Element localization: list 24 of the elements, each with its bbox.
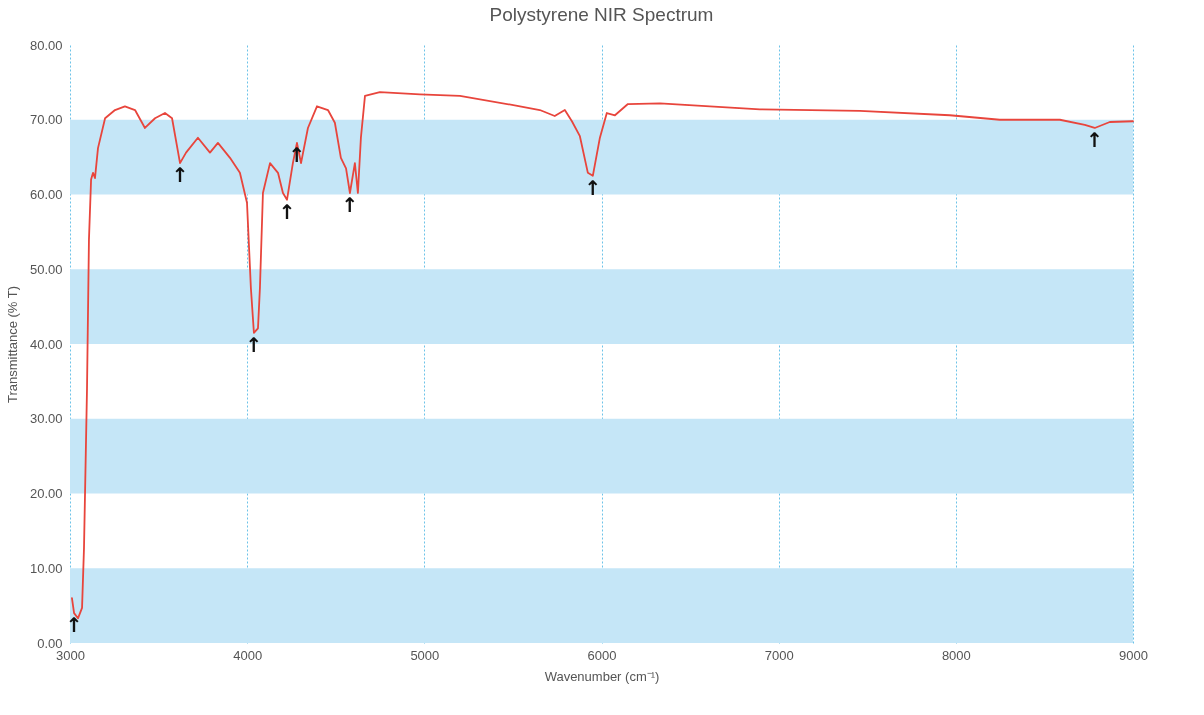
y-tick-label: 50.00 bbox=[29, 261, 63, 277]
annotation: ↑ bbox=[584, 175, 602, 200]
annotation: ↑ bbox=[341, 193, 359, 218]
x-tick-label: 5000 bbox=[410, 647, 440, 663]
x-tick-label: 8000 bbox=[941, 647, 971, 663]
y-tick-label: 10.00 bbox=[29, 560, 63, 576]
x-axis-title: Wavenumber (cm⁻¹) bbox=[544, 668, 660, 684]
y-tick-label: 70.00 bbox=[29, 112, 63, 128]
annotation: ↑ bbox=[171, 163, 189, 188]
x-tick-label: 4000 bbox=[233, 647, 263, 663]
y-tick-label: 30.00 bbox=[29, 411, 63, 427]
annotation: ↑ bbox=[65, 613, 83, 638]
x-tick-label: 9000 bbox=[1119, 647, 1148, 663]
annotation: ↑ bbox=[245, 332, 263, 357]
y-tick-label: 80.00 bbox=[29, 37, 63, 53]
y-tick-label: 40.00 bbox=[29, 336, 63, 352]
annotation: ↑ bbox=[278, 199, 296, 224]
annotation: ↑ bbox=[1086, 127, 1104, 152]
x-tick-label: 6000 bbox=[587, 647, 617, 663]
chart-title: Polystyrene NIR Spectrum bbox=[489, 4, 714, 25]
x-tick-label: 7000 bbox=[764, 647, 794, 663]
y-tick-label: 20.00 bbox=[29, 486, 63, 501]
y-tick-label: 60.00 bbox=[29, 187, 63, 202]
y-axis-title: Transmittance (% T) bbox=[4, 285, 20, 404]
